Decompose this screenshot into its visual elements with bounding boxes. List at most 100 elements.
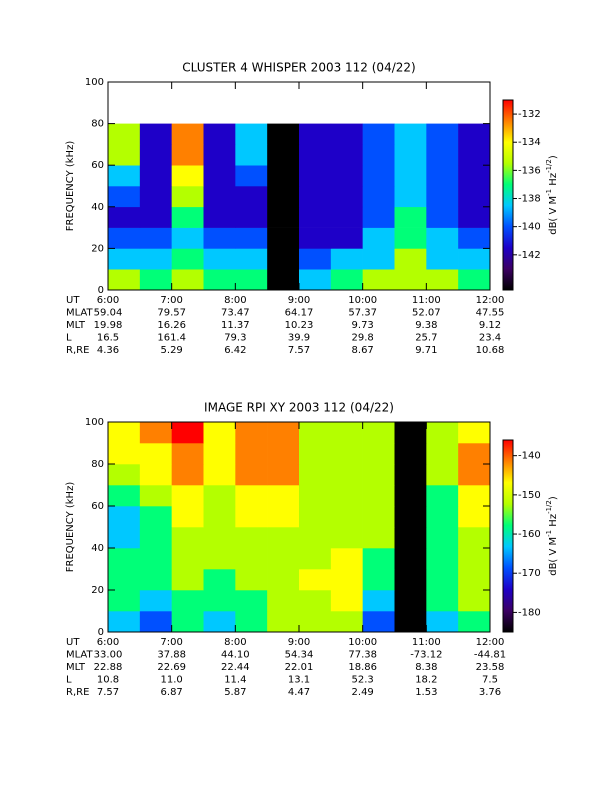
- heatmap-cell: [139, 165, 172, 187]
- heatmap-cell: [139, 548, 172, 570]
- heatmap-cell: [108, 123, 141, 145]
- ephemeris-value: 77.38: [348, 650, 377, 661]
- heatmap-cell: [171, 485, 204, 507]
- ephemeris-value: 47.55: [476, 308, 505, 319]
- chart-title: CLUSTER 4 WHISPER 2003 112 (04/22): [182, 61, 415, 75]
- ephemeris-value: 2.49: [352, 687, 374, 698]
- y-tick-label: 80: [91, 119, 104, 130]
- heatmap-cell: [108, 464, 141, 486]
- heatmap-cell: [267, 269, 300, 291]
- colorbar-tick-label: -136: [518, 165, 541, 176]
- heatmap-cell: [203, 186, 236, 208]
- ephemeris-value: 11.4: [224, 675, 246, 686]
- x-tick-label: 6:00: [97, 637, 119, 648]
- heatmap-cell: [330, 186, 363, 208]
- heatmap-cell: [299, 422, 332, 444]
- ephemeris-value: 8.67: [352, 345, 374, 356]
- heatmap-cell: [426, 485, 459, 507]
- heatmap-cell: [203, 248, 236, 270]
- heatmap-cell: [108, 144, 141, 166]
- heatmap-cell: [171, 569, 204, 591]
- ephemeris-label: R,RE: [66, 687, 89, 698]
- ephemeris-value: 10.23: [285, 320, 314, 331]
- ephemeris-value: 7.57: [288, 345, 310, 356]
- ephemeris-value: -73.12: [410, 650, 442, 661]
- heatmap-cell: [426, 464, 459, 486]
- ephemeris-value: 44.10: [221, 650, 250, 661]
- heatmap-cell: [362, 422, 395, 444]
- ephemeris-value: -44.81: [474, 650, 506, 661]
- y-axis-label: FREQUENCY (kHz): [65, 141, 76, 232]
- heatmap-cell: [108, 569, 141, 591]
- ephemeris-value: 9.12: [479, 320, 501, 331]
- heatmap-cell: [458, 527, 491, 549]
- heatmap-cell: [394, 206, 427, 228]
- ephemeris-value: 64.17: [285, 308, 314, 319]
- heatmap-cell: [458, 548, 491, 570]
- heatmap-cell: [458, 144, 491, 166]
- heatmap-cell: [362, 611, 395, 633]
- ephemeris-value: 22.01: [285, 662, 314, 673]
- heatmap-cell: [139, 186, 172, 208]
- ephemeris-label: L: [66, 675, 72, 686]
- ephemeris-value: 4.47: [288, 687, 310, 698]
- heatmap-cell: [362, 506, 395, 528]
- heatmap-cell: [394, 485, 427, 507]
- colorbar-label-part: Hz: [548, 514, 559, 530]
- ephemeris-value: 3.76: [479, 687, 501, 698]
- heatmap-cell: [362, 527, 395, 549]
- heatmap-cell: [362, 144, 395, 166]
- heatmap-cell: [139, 422, 172, 444]
- heatmap-cell: [299, 443, 332, 465]
- heatmap-cell: [235, 422, 268, 444]
- heatmap-cell: [394, 165, 427, 187]
- heatmap-cell: [139, 443, 172, 465]
- x-tick-label: 8:00: [224, 637, 246, 648]
- heatmap-cell: [203, 165, 236, 187]
- colorbar-tick-label: -142: [518, 250, 541, 261]
- heatmap-cell: [426, 248, 459, 270]
- heatmap-cell: [171, 443, 204, 465]
- ephemeris-value: 13.1: [288, 675, 310, 686]
- ephemeris-value: 10.8: [97, 675, 119, 686]
- colorbar-tick-label: -134: [518, 137, 541, 148]
- heatmap-cell: [458, 269, 491, 291]
- heatmap-cell: [267, 611, 300, 633]
- colorbar-tick-label: -150: [518, 490, 541, 501]
- ephemeris-value: 22.44: [221, 662, 250, 673]
- y-tick-label: 60: [91, 501, 104, 512]
- x-tick-label: 11:00: [412, 637, 441, 648]
- y-axis-label: FREQUENCY (kHz): [65, 482, 76, 573]
- heatmap-cell: [458, 422, 491, 444]
- x-tick-label: 9:00: [288, 637, 310, 648]
- ephemeris-value: 22.69: [157, 662, 186, 673]
- heatmap-cell: [235, 506, 268, 528]
- heatmap-cell: [108, 443, 141, 465]
- heatmap-cell: [235, 269, 268, 291]
- heatmap-cell: [299, 464, 332, 486]
- heatmap-cell: [203, 506, 236, 528]
- heatmap-cell: [139, 227, 172, 249]
- heatmap-cell: [330, 248, 363, 270]
- heatmap-cell: [203, 569, 236, 591]
- heatmap-cell: [330, 443, 363, 465]
- heatmap-cell: [235, 165, 268, 187]
- ephemeris-label: UT: [66, 295, 80, 306]
- heatmap-cell: [108, 611, 141, 633]
- ephemeris-value: 23.58: [476, 662, 505, 673]
- heatmap-cell: [108, 422, 141, 444]
- heatmap-cell: [458, 569, 491, 591]
- heatmap-cell: [299, 206, 332, 228]
- heatmap-cell: [235, 527, 268, 549]
- heatmap-cell: [235, 227, 268, 249]
- heatmap-cell: [139, 123, 172, 145]
- ephemeris-value: 16.5: [97, 333, 119, 344]
- heatmap-cell: [267, 206, 300, 228]
- ephemeris-value: 6.42: [224, 345, 246, 356]
- colorbar: [502, 99, 514, 291]
- heatmap-cell: [330, 123, 363, 145]
- heatmap-cell: [299, 548, 332, 570]
- heatmap-cell: [458, 227, 491, 249]
- colorbar-tick-label: -138: [518, 194, 541, 205]
- heatmap-cell: [171, 527, 204, 549]
